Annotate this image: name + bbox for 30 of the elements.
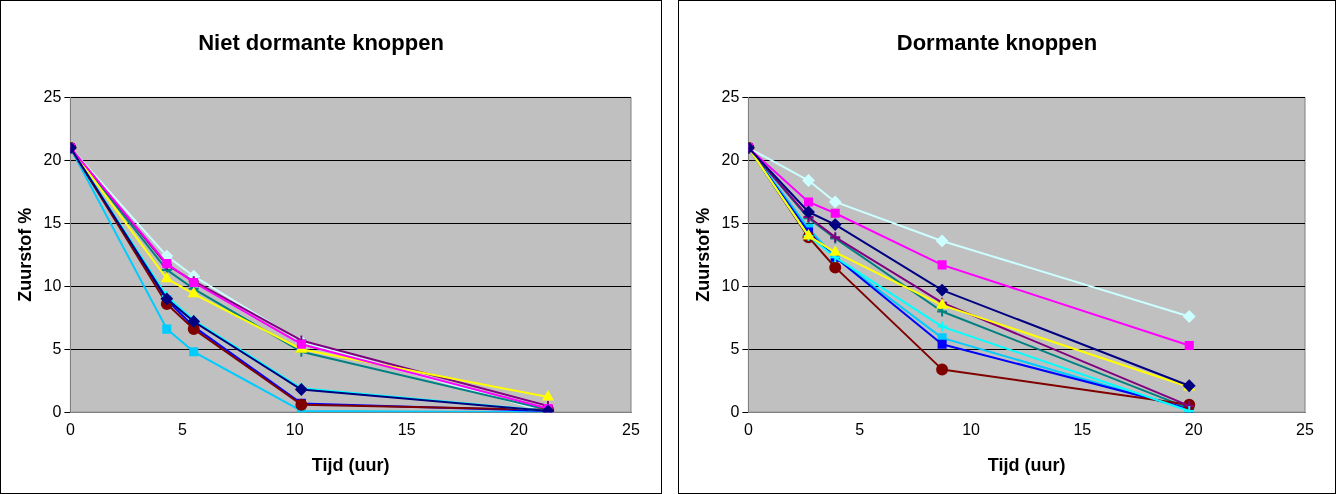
x-tick-label: 5 [855,421,865,439]
x-axis-title: Tijd (uur) [311,455,390,476]
x-tick-label: 15 [1073,421,1092,439]
y-axis-title: Zuurstof % [692,207,713,302]
chart-title: Dormante knoppen [896,30,1098,56]
y-tick-label: 10 [43,276,62,294]
y-tick-label: 5 [730,339,740,357]
x-tick-label: 0 [65,421,75,439]
x-tick-label: 15 [397,421,416,439]
x-tick-label: 20 [509,421,528,439]
y-tick-label: 25 [43,87,62,105]
y-tick-label: 20 [43,150,62,168]
x-tick-label: 0 [743,421,753,439]
y-tick-label: 15 [43,213,62,231]
y-tick-label: 25 [721,87,740,105]
y-axis-title: Zuurstof % [14,207,35,302]
y-tick-label: 0 [52,402,62,420]
x-tick-label: 20 [1184,421,1203,439]
y-tick-label: 5 [52,339,62,357]
y-tick-label: 10 [721,276,740,294]
x-tick-label: 10 [962,421,981,439]
y-tick-label: 0 [730,402,740,420]
chart-title: Niet dormante knoppen [198,30,444,56]
x-axis-title: Tijd (uur) [987,455,1066,476]
x-tick-label: 10 [285,421,304,439]
x-tick-label: 25 [1296,421,1314,439]
y-tick-label: 15 [721,213,740,231]
x-tick-label: 25 [622,421,640,439]
y-tick-label: 20 [721,150,740,168]
x-tick-label: 5 [178,421,188,439]
